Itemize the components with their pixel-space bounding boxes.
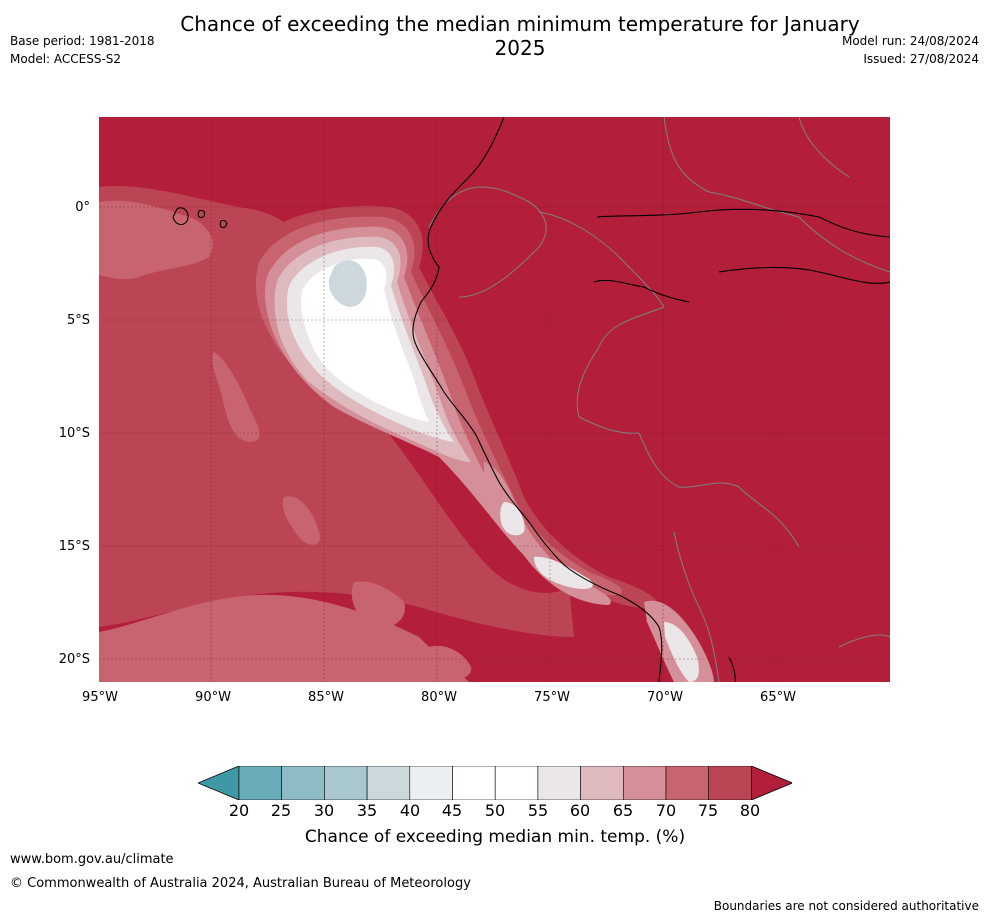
colorbar-segments [198, 766, 792, 800]
lat-label-10s: 10°S [58, 426, 90, 441]
lon-label-85w: 85°W [308, 690, 344, 705]
colorbar-tick-50: 50 [484, 801, 506, 820]
lat-label-5s: 5°S [66, 313, 90, 328]
colorbar-tick-65: 65 [612, 801, 634, 820]
lon-label-90w: 90°W [195, 690, 231, 705]
colorbar-tick-25: 25 [270, 801, 292, 820]
colorbar-segment [665, 766, 710, 800]
colorbar-segment [537, 766, 581, 800]
contour-70-south [427, 645, 472, 682]
contour-75-west [99, 186, 574, 638]
lat-label-0: 0° [75, 200, 90, 215]
contour-50-core [301, 258, 429, 422]
colorbar-segment [366, 766, 411, 800]
contour-70-west-2 [212, 352, 260, 442]
meta-left: Base period: 1981-2018 Model: ACCESS-S2 [10, 32, 155, 68]
colorbar-segment [409, 766, 453, 800]
contour-60-south-2 [534, 556, 593, 590]
contour-55-chile [664, 622, 699, 682]
colorbar-tick-20: 20 [228, 801, 250, 820]
colorbar-tick-60: 60 [569, 801, 591, 820]
meta-right: Model run: 24/08/2024 Issued: 27/08/2024 [842, 32, 979, 68]
colorbar [198, 766, 792, 800]
colorbar-tick-30: 30 [313, 801, 335, 820]
contour-60-south-1 [500, 502, 525, 536]
colorbar-tick-80: 80 [739, 801, 761, 820]
colorbar-tick-55: 55 [527, 801, 549, 820]
colorbar-tick-75: 75 [697, 801, 719, 820]
probability-map [99, 117, 890, 682]
map-svg [99, 117, 890, 682]
source-url: www.bom.gov.au/climate [10, 852, 174, 867]
lon-label-80w: 80°W [421, 690, 457, 705]
colorbar-segment [452, 766, 496, 800]
colorbar-tick-70: 70 [655, 801, 677, 820]
colorbar-arrow-high [751, 766, 792, 800]
lon-label-65w: 65°W [760, 690, 796, 705]
contour-40-core [328, 260, 367, 307]
lon-label-95w: 95°W [82, 690, 118, 705]
map-title: Chance of exceeding the median minimum t… [180, 12, 860, 60]
model-name: Model: ACCESS-S2 [10, 52, 122, 66]
model-run: Model run: 24/08/2024 [841, 34, 979, 48]
base-period: Base period: 1981-2018 [10, 34, 155, 48]
contour-70-west-3 [99, 594, 469, 682]
colorbar-tick-40: 40 [399, 801, 421, 820]
copyright-text: © Commonwealth of Australia 2024, Austra… [10, 876, 471, 891]
colorbar-segment [494, 766, 539, 800]
lon-label-75w: 75°W [534, 690, 570, 705]
colorbar-segment [580, 766, 624, 800]
lat-label-15s: 15°S [58, 539, 90, 554]
issued-date: Issued: 27/08/2024 [863, 52, 979, 66]
colorbar-tick-35: 35 [356, 801, 378, 820]
lat-label-20s: 20°S [58, 652, 90, 667]
contour-70-mid-2 [351, 581, 405, 628]
colorbar-segment [324, 766, 368, 800]
country-borders [428, 117, 890, 682]
colorbar-segment [622, 766, 667, 800]
colorbar-segment [238, 766, 283, 800]
coastline [172, 117, 890, 682]
disclaimer-text: Boundaries are not considered authoritat… [713, 899, 979, 913]
colorbar-arrow-low [198, 766, 240, 800]
colorbar-segment [281, 766, 325, 800]
contour-70-west [99, 200, 213, 280]
contour-70-mid [282, 496, 320, 545]
colorbar-label: Chance of exceeding median min. temp. (%… [304, 827, 686, 847]
lon-label-70w: 70°W [647, 690, 683, 705]
colorbar-segment [708, 766, 752, 800]
colorbar-tick-45: 45 [441, 801, 463, 820]
